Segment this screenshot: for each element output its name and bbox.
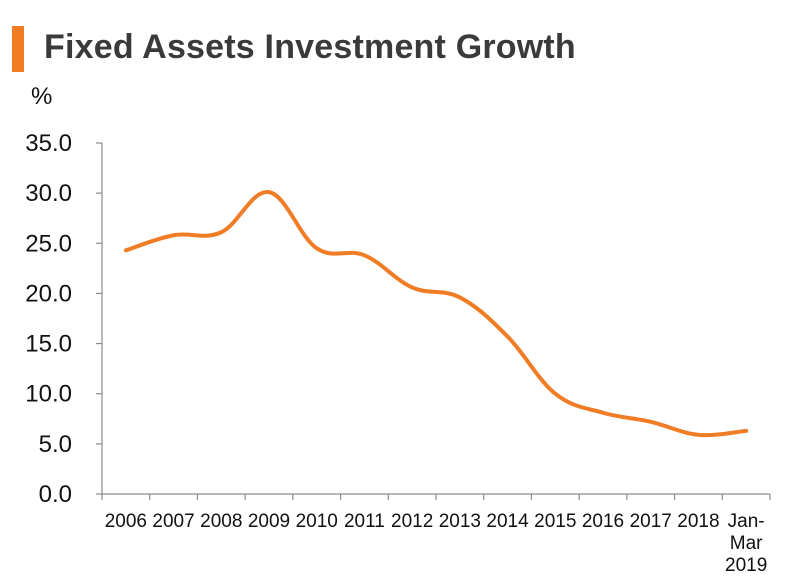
data-point xyxy=(553,392,557,396)
x-tick-label: 2014 xyxy=(486,511,529,532)
y-tick-labels: 0.0 5.0 10.0 15.0 20.0 25.0 30.0 35.0 xyxy=(25,130,72,508)
data-point xyxy=(172,233,176,237)
series-line xyxy=(123,190,749,438)
data-point xyxy=(649,420,653,424)
x-tick-label: 2007 xyxy=(152,511,194,532)
y-axis-unit-label: % xyxy=(31,83,53,110)
data-point xyxy=(744,429,748,433)
x-tick-label: 2016 xyxy=(582,511,624,532)
x-tick-label: 2010 xyxy=(296,511,338,532)
y-tick-label: 20.0 xyxy=(25,280,72,307)
x-tick-label: 2008 xyxy=(200,511,242,532)
x-tick-label: 2017 xyxy=(630,511,672,532)
data-point xyxy=(219,230,223,234)
y-tick-label: 5.0 xyxy=(39,431,72,458)
x-tick-label: 2006 xyxy=(105,511,147,532)
chart-axes xyxy=(96,142,771,500)
x-tick-label: Jan-Mar 2019 xyxy=(725,511,767,576)
x-tick-label: 2011 xyxy=(344,511,385,532)
data-point xyxy=(315,246,319,250)
data-point xyxy=(601,411,605,415)
data-point xyxy=(267,190,271,194)
x-tick-label: 2012 xyxy=(391,511,433,532)
x-tick-label: 2015 xyxy=(534,511,576,532)
data-point xyxy=(410,285,414,289)
data-point xyxy=(506,335,510,339)
series-group xyxy=(123,190,749,438)
y-tick-label: 35.0 xyxy=(25,130,72,157)
x-tick-label: 2013 xyxy=(439,511,481,532)
data-point xyxy=(696,433,700,437)
x-tick-label: 2018 xyxy=(677,511,719,532)
y-tick-label: 25.0 xyxy=(25,230,72,257)
data-point xyxy=(362,253,366,257)
title-accent-bar xyxy=(12,26,24,72)
data-point xyxy=(124,248,128,252)
y-tick-label: 0.0 xyxy=(39,481,72,508)
data-point xyxy=(458,295,462,299)
y-tick-label: 30.0 xyxy=(25,180,72,207)
x-tick-labels: 2006 2007 2008 2009 2010 2011 2012 2013 2014 2015… xyxy=(105,511,768,576)
x-tick-label: 2009 xyxy=(248,511,290,532)
y-tick-label: 15.0 xyxy=(25,331,72,358)
y-tick-label: 10.0 xyxy=(25,381,72,408)
chart-title: Fixed Assets Investment Growth xyxy=(44,28,576,66)
